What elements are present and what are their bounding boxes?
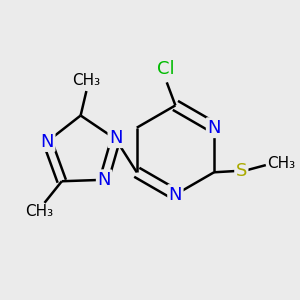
Text: S: S [236, 162, 247, 180]
Text: CH₃: CH₃ [267, 156, 296, 171]
Text: N: N [207, 119, 221, 137]
Text: N: N [169, 186, 182, 204]
Text: Cl: Cl [157, 60, 174, 78]
Text: N: N [40, 133, 54, 151]
Text: N: N [109, 129, 122, 147]
Text: CH₃: CH₃ [25, 204, 53, 219]
Text: CH₃: CH₃ [72, 74, 100, 88]
Text: N: N [97, 171, 111, 189]
